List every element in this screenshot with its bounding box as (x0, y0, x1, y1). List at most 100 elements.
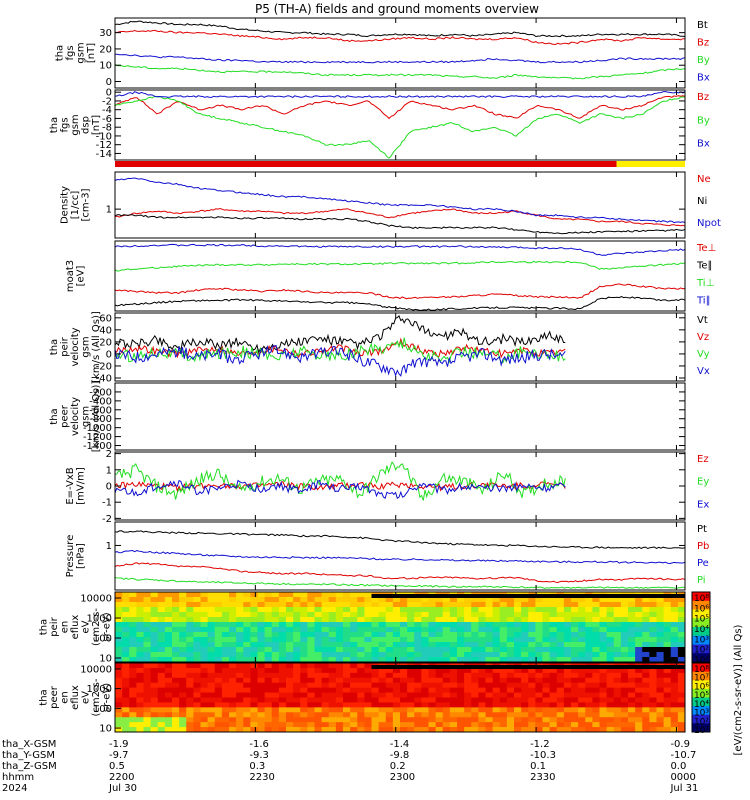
spectrogram-cell (385, 622, 394, 628)
spectrogram-cell (578, 597, 586, 603)
spectrogram-cell (172, 663, 180, 669)
spectrogram-cell (649, 687, 657, 694)
spectrogram-cell (613, 717, 622, 723)
spectrogram-cell (364, 697, 372, 703)
spectrogram-cell (620, 612, 629, 618)
spectrogram-cell (200, 727, 209, 733)
spectrogram-cell (471, 712, 479, 718)
spectrogram-cell (656, 697, 665, 703)
spectrogram-cell (563, 602, 572, 608)
spectrogram-cell (307, 682, 315, 689)
spectrogram-cell (293, 632, 301, 638)
spectrogram-cell (563, 642, 572, 648)
spectrogram-cell (428, 607, 437, 613)
spectrogram-cell (179, 647, 187, 653)
spectrogram-cell (592, 642, 600, 648)
spectrogram-cell (449, 692, 458, 698)
legend-black: Pt (697, 524, 707, 535)
spectrogram-cell (556, 607, 565, 613)
spectrogram-cell (314, 612, 323, 618)
spectrogram-cell (129, 657, 137, 663)
spectrogram-cell (549, 692, 558, 698)
spectrogram-cell (521, 677, 529, 684)
spectrogram-cell (321, 642, 330, 648)
spectrogram-cell (271, 622, 280, 628)
spectrogram-cell (599, 632, 608, 638)
series-line-black (114, 214, 686, 235)
spectrogram-cell (200, 602, 209, 608)
spectrogram-cell (157, 592, 166, 598)
spectrogram-cell (514, 667, 522, 674)
spectrogram-cell (300, 672, 308, 679)
spectrogram-cell (428, 637, 437, 643)
spectrogram-cell (357, 607, 365, 613)
spectrogram-cell (186, 702, 194, 708)
spectrogram-cell (485, 632, 494, 638)
spectrogram-cell (136, 637, 144, 643)
spectrogram-cell (670, 627, 679, 633)
spectrogram-cell (200, 697, 209, 703)
spectrogram-cell (364, 607, 372, 613)
spectrogram-cell (371, 727, 380, 733)
spectrogram-cell (521, 607, 529, 613)
spectrogram-cell (286, 592, 294, 598)
spectrogram-cell (343, 612, 351, 618)
spectrogram-cell (506, 632, 515, 638)
spectrogram-cell (649, 722, 657, 728)
spectrogram-cell (485, 607, 494, 613)
spectrogram-cell (293, 702, 301, 708)
spectrogram-cell (628, 637, 636, 643)
spectrogram-cell (321, 697, 330, 703)
spectrogram-cell (385, 692, 394, 698)
spectrogram-cell (350, 672, 358, 679)
spectrogram-cell (286, 617, 294, 623)
spectrogram-cell (207, 597, 216, 603)
spectrogram-cell (286, 667, 294, 674)
spectrogram-cell (157, 652, 166, 658)
spectrogram-cell (136, 712, 144, 718)
spectrogram-cell (150, 602, 159, 608)
spectrogram-cell (278, 627, 287, 633)
spectrogram-cell (207, 667, 216, 674)
spectrogram-cell (592, 617, 600, 623)
spectrogram-cell (592, 637, 600, 643)
spectrogram-cell (164, 687, 173, 694)
spectrogram-cell (200, 622, 209, 628)
spectrogram-cell (677, 627, 686, 633)
spectrogram-cell (278, 712, 287, 718)
panel-9-ylabel: eflux (70, 685, 81, 710)
spectrogram-cell (264, 607, 273, 613)
spectrogram-cell (585, 712, 593, 718)
spectrogram-cell (236, 663, 244, 669)
spectrogram-cell (649, 607, 657, 613)
panel-5: -200-400-600-800-1000-1200-1400 (83, 382, 686, 452)
spectrogram-cell (549, 657, 558, 663)
spectrogram-cell (200, 597, 209, 603)
spectrogram-cell (250, 597, 258, 603)
x-tick-Y_GSM: -10.3 (530, 750, 556, 761)
spectrogram-cell (414, 702, 422, 708)
spectrogram-cell (663, 687, 672, 694)
spectrogram-cell (271, 702, 280, 708)
spectrogram-cell (457, 597, 465, 603)
spectrogram-cell (656, 692, 665, 698)
spectrogram-cell (271, 717, 280, 723)
spectrogram-cell (378, 602, 387, 608)
spectrogram-cell (164, 717, 173, 723)
spectrogram-cell (521, 702, 529, 708)
spectrogram-cell (542, 687, 551, 694)
spectrogram-cell (278, 682, 287, 689)
spectrogram-cell (506, 707, 515, 713)
spectrogram-cell (321, 717, 330, 723)
spectrogram-cell (129, 647, 137, 653)
spectrogram-cell (542, 627, 551, 633)
spectrogram-cell (642, 617, 650, 623)
spectrogram-cell (343, 707, 351, 713)
spectrogram-cell (620, 667, 629, 674)
spectrogram-cell (649, 602, 657, 608)
spectrogram-cell (677, 677, 686, 684)
spectrogram-cell (385, 652, 394, 658)
spectrogram-cell (506, 627, 515, 633)
spectrogram-cell (656, 597, 665, 603)
spectrogram-cell (435, 632, 444, 638)
